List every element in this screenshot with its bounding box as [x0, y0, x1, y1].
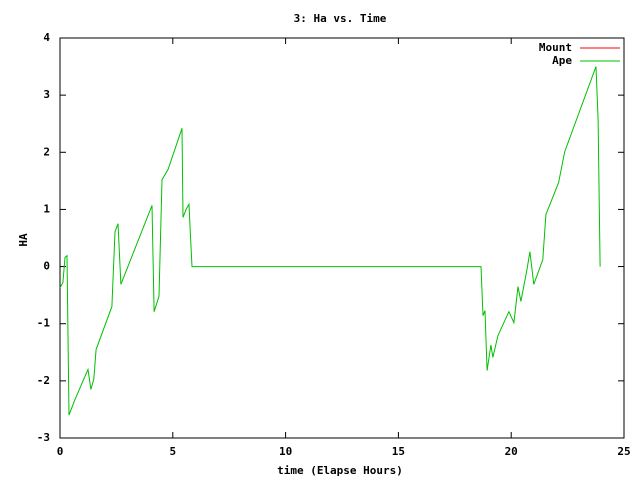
legend-label: Ape [552, 54, 572, 67]
y-tick-label: -1 [37, 317, 51, 330]
y-tick-label: 3 [43, 88, 50, 101]
x-tick-label: 15 [392, 445, 405, 458]
y-tick-label: 2 [43, 145, 50, 158]
y-tick-label: -2 [37, 374, 50, 387]
y-tick-label: 0 [43, 260, 50, 273]
legend-label: Mount [539, 41, 572, 54]
x-tick-label: 20 [505, 445, 518, 458]
chart-title: 3: Ha vs. Time [294, 12, 387, 25]
x-axis-label: time (Elapse Hours) [277, 464, 403, 477]
plot-frame [59, 37, 625, 439]
x-tick-label: 5 [169, 445, 176, 458]
x-tick-label: 25 [617, 445, 630, 458]
y-tick-label: -3 [37, 431, 50, 444]
data-line [59, 66, 601, 416]
x-tick-label: 0 [57, 445, 64, 458]
x-tick-label: 10 [279, 445, 292, 458]
y-tick-label: 4 [43, 31, 50, 44]
y-axis-label: HA [17, 233, 30, 247]
y-tick-label: 1 [43, 202, 50, 215]
